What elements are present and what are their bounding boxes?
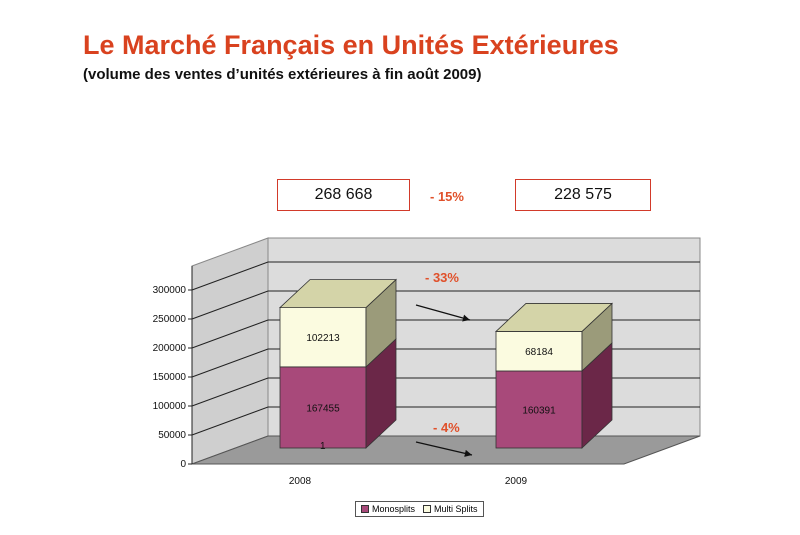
chart-floor [191,435,701,465]
total-change-label: - 15% [430,189,464,204]
stray-label: 1 [320,441,326,452]
y-tick-label: 150000 [153,372,187,383]
legend-item-multi: Multi Splits [423,504,478,514]
page-subtitle: (volume des ventes d’unités extérieures … [83,66,482,83]
legend-label-multi: Multi Splits [434,504,478,514]
legend-swatch-multi [423,505,432,513]
x-tick-label-2008: 2008 [289,476,312,487]
y-tick-label: 250000 [153,314,187,325]
x-tick-label-2009: 2009 [505,476,528,487]
chart-legend: Monosplits Multi Splits [355,501,484,517]
legend-swatch-mono [361,505,369,513]
bar-multisplits-2008 [279,307,367,368]
bar-multisplits-2009 [495,331,583,372]
gridline [191,261,700,291]
legend-label-mono: Monosplits [372,504,416,514]
bar-monosplits-2009 [495,370,583,449]
y-tick-label: 50000 [158,430,186,441]
mono-change-label: - 4% [433,420,460,435]
data-label-multisplits-2009: 68184 [525,347,553,358]
y-tick-label: 0 [180,459,186,470]
total-2009-box: 228 575 [515,179,651,211]
y-tick-label: 300000 [153,285,187,296]
multi-change-label: - 33% [425,270,459,285]
data-label-monosplits-2009: 160391 [522,405,556,416]
legend-item-mono: Monosplits [361,504,415,514]
y-tick-label: 100000 [153,401,187,412]
bar-group-2009: 160391 68184 [494,302,614,449]
data-label-monosplits-2008: 167455 [306,403,340,414]
bar-top-2008 [278,279,398,308]
page-title: Le Marché Français en Unités Extérieures [83,30,619,60]
chart-side-wall [191,237,269,465]
bar-group-2008: 167455 102213 [278,278,398,449]
gridline [191,290,700,320]
y-tick-label: 200000 [153,343,187,354]
bar-top-2009 [494,303,614,332]
trend-arrow-multi [415,304,471,322]
total-2008-box: 268 668 [277,179,410,211]
trend-arrow-mono [415,441,473,457]
data-label-multisplits-2008: 102213 [306,333,340,344]
